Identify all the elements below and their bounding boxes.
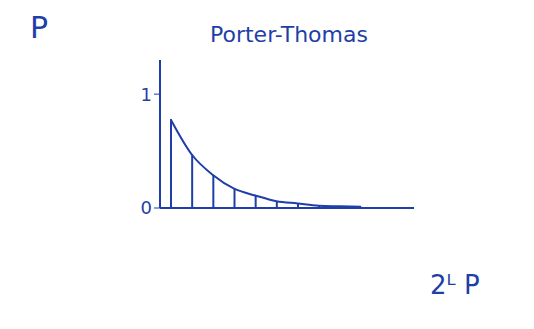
html-text:2ᴸ P: 2ᴸ P [430,270,480,300]
svg-text:1: 1 [141,84,152,105]
html-text:P: P [30,10,49,45]
html-text:Porter-Thomas: Porter-Thomas [210,22,368,47]
svg-text:0: 0 [141,197,152,218]
